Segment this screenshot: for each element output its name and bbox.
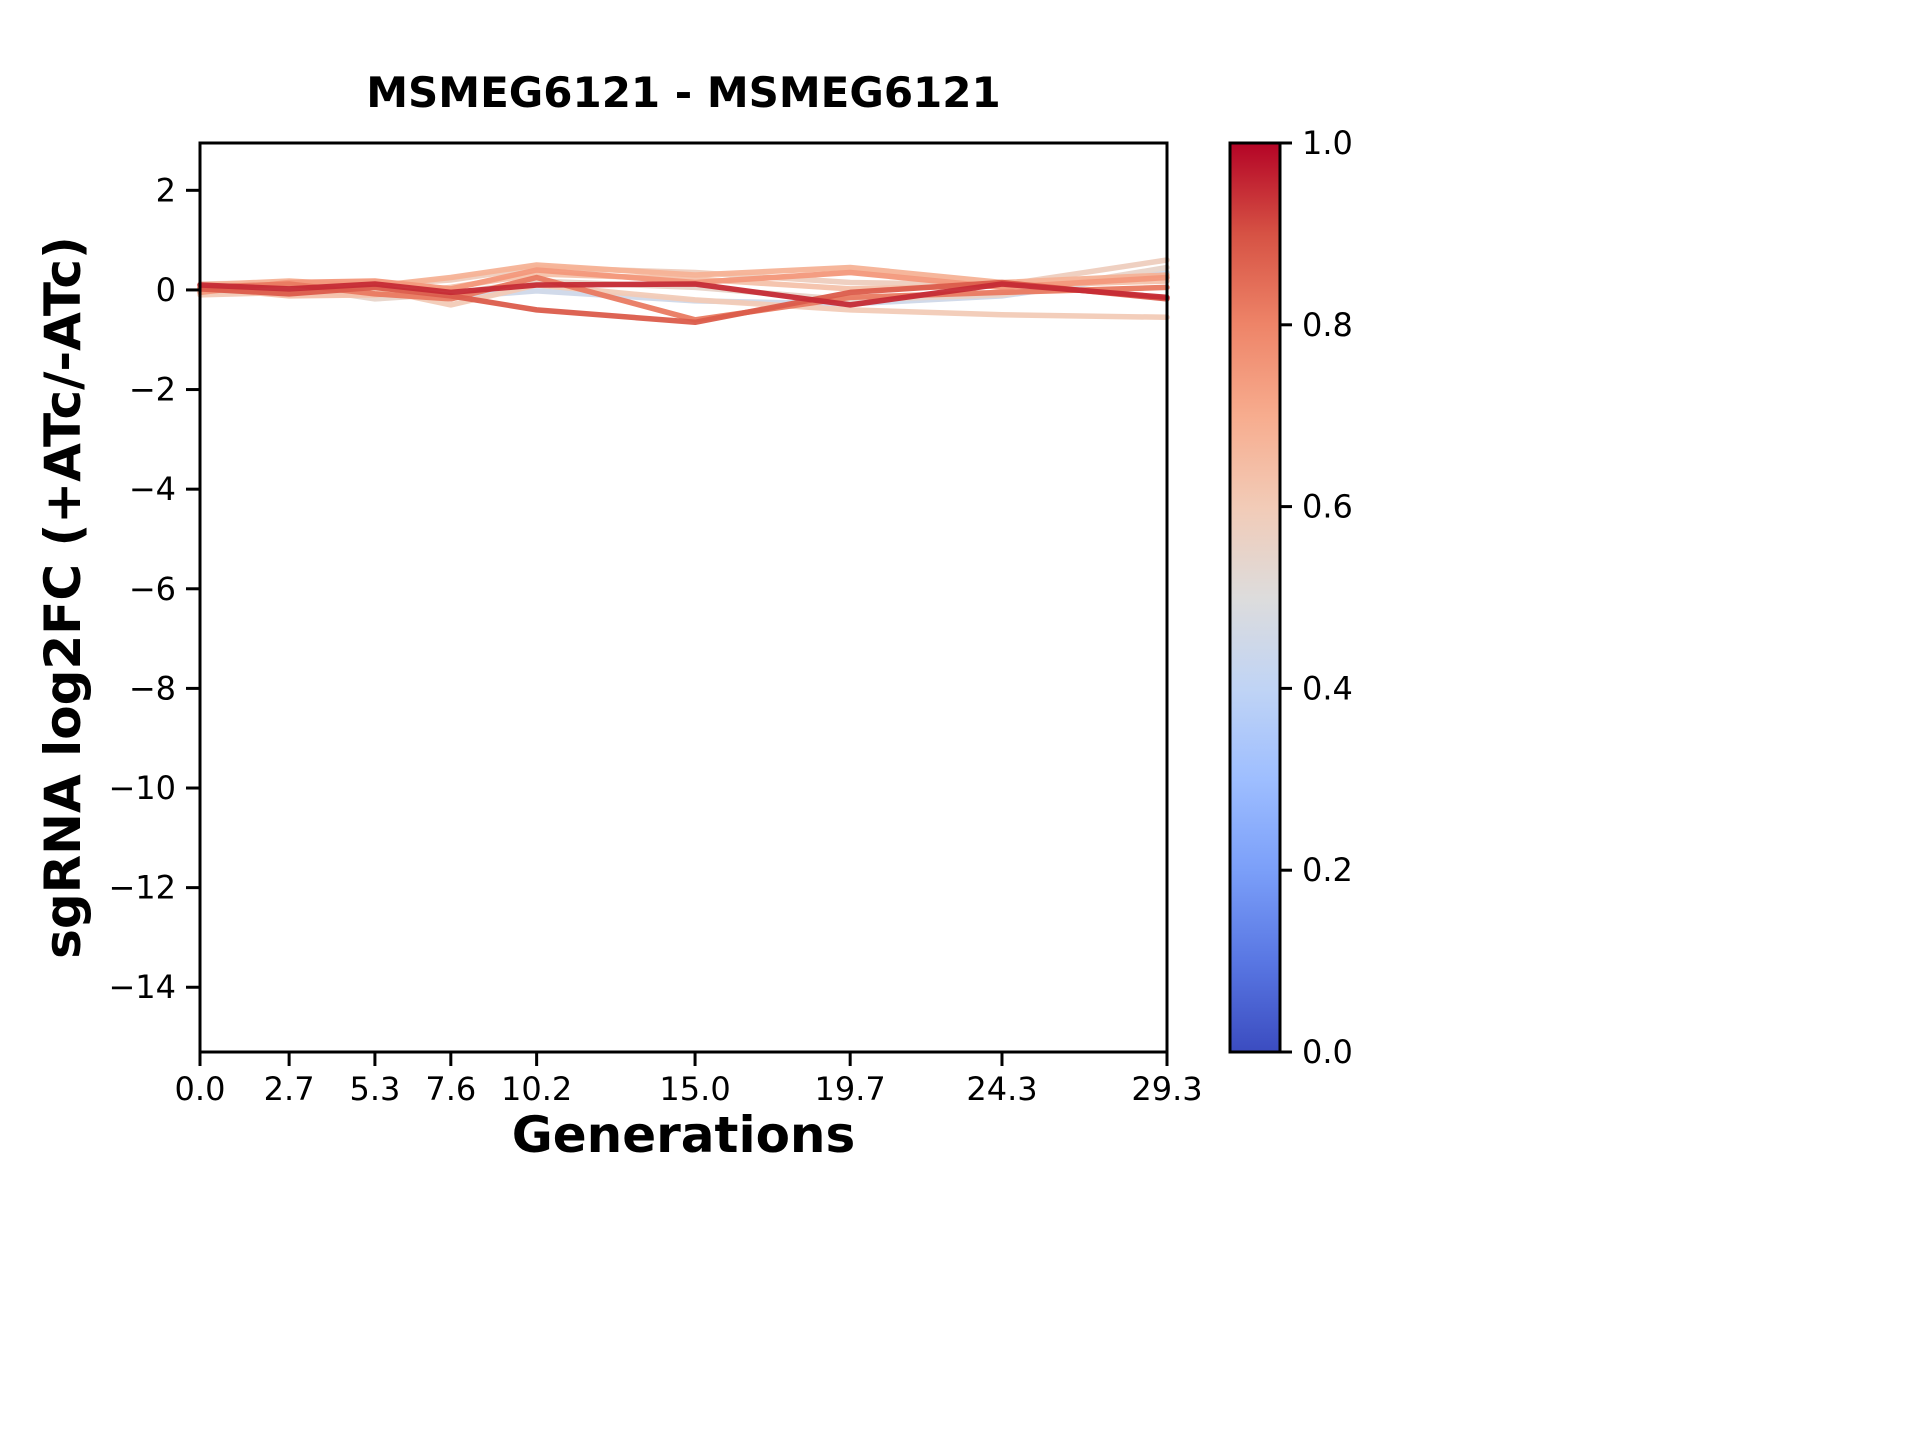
x-tick-label: 0.0	[175, 1070, 226, 1108]
x-tick-label: 10.2	[501, 1070, 572, 1108]
y-tick-label: −12	[108, 869, 176, 907]
colorbar-tick-label: 1.0	[1302, 124, 1353, 162]
series-line-8	[197, 279, 1170, 326]
series-line-6	[197, 267, 1170, 296]
y-tick-label: 0	[156, 271, 176, 309]
y-axis-label: sgRNA log2FC (+ATc/-ATc)	[34, 236, 92, 959]
y-tick-label: −4	[129, 470, 176, 508]
x-tick-label: 7.6	[425, 1070, 476, 1108]
x-tick-label: 29.3	[1131, 1070, 1202, 1108]
y-tick-label: −2	[129, 371, 176, 409]
x-tick-label: 2.7	[264, 1070, 315, 1108]
y-tick-label: −14	[108, 968, 176, 1006]
x-tick-label: 15.0	[659, 1070, 730, 1108]
x-tick-label: 19.7	[815, 1070, 886, 1108]
y-tick-label: −6	[129, 570, 176, 608]
y-tick-label: −8	[129, 669, 176, 707]
colorbar	[1230, 143, 1280, 1052]
colorbar-tick-label: 0.0	[1302, 1033, 1353, 1071]
colorbar-outline	[1228, 141, 1282, 1054]
chart-title: MSMEG6121 - MSMEG6121	[366, 68, 1001, 117]
y-tick-label: −10	[108, 769, 176, 807]
colorbar-tick-label: 0.4	[1302, 669, 1353, 707]
x-axis-label: Generations	[511, 1106, 856, 1164]
colorbar-tick-label: 0.2	[1302, 851, 1353, 889]
colorbar-tick-label: 0.8	[1302, 306, 1353, 344]
plot-spines	[198, 141, 1169, 1054]
x-tick-label: 5.3	[349, 1070, 400, 1108]
colorbar-tick-label: 0.6	[1302, 488, 1353, 526]
series-line-9	[197, 281, 1170, 308]
x-tick-label: 24.3	[966, 1070, 1037, 1108]
y-tick-label: 2	[156, 171, 176, 209]
